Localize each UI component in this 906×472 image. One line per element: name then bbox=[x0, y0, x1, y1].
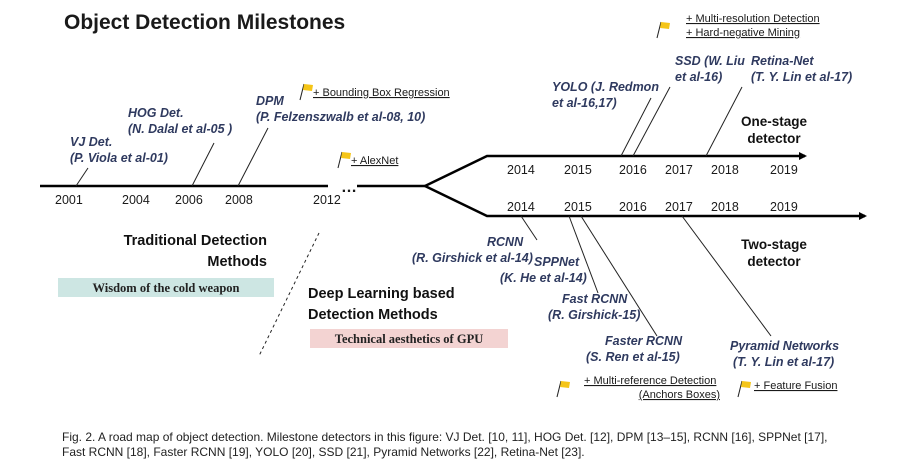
milestone-name: Fast RCNN bbox=[562, 292, 628, 306]
one-stage-label-line2: detector bbox=[747, 131, 801, 146]
milestone-author: (K. He et al-14) bbox=[500, 271, 587, 285]
year-label: 2012 bbox=[313, 193, 341, 207]
flag-icon bbox=[299, 83, 314, 101]
note-alexnet: + AlexNet bbox=[351, 155, 398, 167]
flag-icon bbox=[337, 151, 352, 169]
deep-label-line2: Detection Methods bbox=[308, 307, 438, 323]
milestone-name: YOLO (J. Redmon bbox=[552, 80, 659, 94]
traditional-badge bbox=[58, 278, 274, 297]
note-multi-reference: + Multi-reference Detection bbox=[584, 375, 716, 387]
leader-line bbox=[705, 86, 743, 157]
milestone-author: (R. Girshick et al-14) bbox=[412, 251, 533, 265]
leader-line bbox=[237, 127, 269, 187]
leader-line bbox=[681, 215, 772, 337]
milestone-author: (N. Dalal et al-05 ) bbox=[128, 122, 232, 136]
flag-icon bbox=[556, 380, 571, 398]
note-anchors: (Anchors Boxes) bbox=[639, 389, 720, 401]
flag-icon bbox=[656, 21, 671, 39]
one-stage-axis bbox=[424, 152, 807, 188]
milestone-author: (R. Girshick-15) bbox=[548, 308, 640, 322]
leader-line bbox=[632, 86, 671, 157]
milestone-name: SPPNet bbox=[534, 255, 580, 269]
milestone-name: SSD (W. Liu bbox=[675, 54, 745, 68]
figure-caption: Fig. 2. A road map of object detection. … bbox=[62, 430, 892, 459]
flag-icon bbox=[737, 380, 752, 398]
axis-ellipsis: … bbox=[341, 179, 357, 196]
year-label: 2019 bbox=[770, 200, 798, 214]
note-feature-fusion: + Feature Fusion bbox=[754, 380, 837, 392]
note-hard-negative: + Hard-negative Mining bbox=[686, 27, 800, 39]
leader-line bbox=[568, 215, 599, 294]
milestone-author: et al-16) bbox=[675, 70, 722, 84]
milestone-name: Retina-Net bbox=[751, 54, 814, 68]
traditional-label-line2: Methods bbox=[207, 254, 267, 270]
year-label: 2018 bbox=[711, 163, 739, 177]
milestone-author: (T. Y. Lin et al-17) bbox=[733, 355, 834, 369]
leader-line bbox=[520, 215, 538, 241]
year-label: 2014 bbox=[507, 200, 535, 214]
leader-line bbox=[620, 97, 652, 157]
milestone-author: (P. Viola et al-01) bbox=[70, 151, 168, 165]
milestone-name: RCNN bbox=[487, 235, 524, 249]
milestone-name: Pyramid Networks bbox=[730, 339, 839, 353]
two-stage-label-line2: detector bbox=[747, 254, 801, 269]
two-stage-axis bbox=[424, 184, 867, 220]
year-label: 2018 bbox=[711, 200, 739, 214]
note-bbox-regression: + Bounding Box Regression bbox=[313, 87, 450, 99]
caption-line: Fig. 2. A road map of object detection. … bbox=[62, 430, 828, 444]
traditional-label-line1: Traditional Detection bbox=[124, 233, 267, 249]
deep-badge bbox=[310, 329, 508, 348]
milestone-author: (P. Felzenszwalb et al-08, 10) bbox=[256, 110, 425, 124]
year-label: 2001 bbox=[55, 193, 83, 207]
milestone-name: DPM bbox=[256, 94, 284, 108]
year-label: 2019 bbox=[770, 163, 798, 177]
year-label: 2017 bbox=[665, 200, 693, 214]
deep-label-line1: Deep Learning based bbox=[308, 286, 455, 302]
leader-line bbox=[75, 167, 89, 187]
era-divider bbox=[258, 232, 320, 357]
milestone-author: et al-16,17) bbox=[552, 96, 617, 110]
deep-badge-text: Technical aesthetics of GPU bbox=[335, 332, 483, 346]
year-label: 2008 bbox=[225, 193, 253, 207]
leader-line bbox=[580, 215, 658, 337]
year-label: 2015 bbox=[564, 200, 592, 214]
milestone-name: HOG Det. bbox=[128, 106, 184, 120]
note-multi-resolution: + Multi-resolution Detection bbox=[686, 13, 820, 25]
caption-line: Fast RCNN [18], Faster RCNN [19], YOLO [… bbox=[62, 444, 585, 459]
year-label: 2015 bbox=[564, 163, 592, 177]
page-title: Object Detection Milestones bbox=[64, 11, 345, 34]
milestone-name: VJ Det. bbox=[70, 135, 112, 149]
milestone-name: Faster RCNN bbox=[605, 334, 683, 348]
year-label: 2006 bbox=[175, 193, 203, 207]
leader-line bbox=[191, 142, 215, 187]
year-label: 2016 bbox=[619, 200, 647, 214]
year-label: 2004 bbox=[122, 193, 150, 207]
two-stage-label-line1: Two-stage bbox=[741, 237, 807, 252]
milestone-author: (S. Ren et al-15) bbox=[586, 350, 680, 364]
traditional-badge-text: Wisdom of the cold weapon bbox=[92, 281, 239, 295]
year-label: 2017 bbox=[665, 163, 693, 177]
year-label: 2016 bbox=[619, 163, 647, 177]
year-label: 2014 bbox=[507, 163, 535, 177]
milestone-author: (T. Y. Lin et al-17) bbox=[751, 70, 852, 84]
one-stage-label-line1: One-stage bbox=[741, 114, 808, 129]
